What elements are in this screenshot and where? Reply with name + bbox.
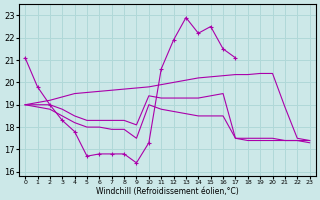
X-axis label: Windchill (Refroidissement éolien,°C): Windchill (Refroidissement éolien,°C) <box>96 187 239 196</box>
